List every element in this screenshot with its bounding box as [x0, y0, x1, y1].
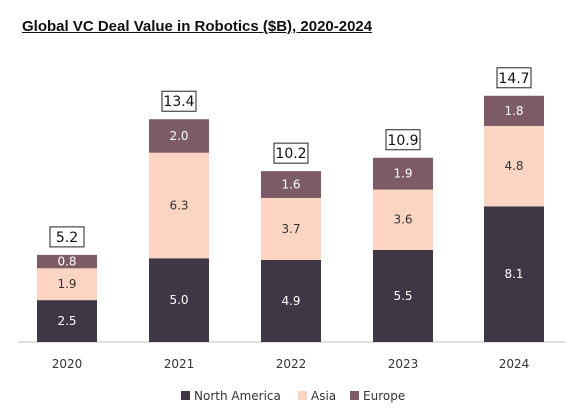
x-tick-label-2023: 2023	[388, 357, 419, 371]
bar-segment-asia-2021	[149, 152, 209, 259]
bar-segment-europe-2022	[261, 171, 321, 198]
data-label-north-america-2020: 2.5	[57, 314, 76, 328]
total-label-2020: 5.2	[56, 230, 78, 246]
legend-swatch-europe	[350, 391, 359, 400]
total-label-2022: 10.2	[275, 146, 306, 162]
bar-segment-north-america-2022	[261, 259, 321, 342]
x-tick-label-2022: 2022	[276, 357, 307, 371]
legend-swatch-north-america	[181, 391, 190, 400]
total-box-2021	[161, 90, 197, 112]
bar-segment-north-america-2024	[484, 206, 544, 342]
data-label-europe-2020: 0.8	[57, 255, 76, 269]
data-label-asia-2023: 3.6	[393, 213, 412, 227]
bar-segment-asia-2024	[484, 125, 544, 207]
data-label-asia-2022: 3.7	[281, 222, 300, 236]
total-label-2021: 13.4	[163, 94, 194, 110]
total-box-2023	[385, 129, 421, 151]
data-label-europe-2022: 1.6	[281, 178, 300, 192]
legend-swatch-asia	[298, 391, 307, 400]
bar-segment-asia-2022	[261, 197, 321, 260]
total-label-2023: 10.9	[387, 133, 418, 149]
data-label-north-america-2022: 4.9	[281, 294, 300, 308]
bar-segment-europe-2024	[484, 95, 544, 126]
x-tick-label-2020: 2020	[52, 357, 83, 371]
data-label-europe-2023: 1.9	[393, 167, 412, 181]
x-tick-label-2024: 2024	[499, 357, 530, 371]
total-box-2020	[49, 226, 85, 248]
bar-segment-north-america-2021	[149, 258, 209, 342]
legend-label-asia: Asia	[311, 389, 336, 403]
total-box-2024	[496, 67, 532, 89]
data-label-asia-2020: 1.9	[57, 277, 76, 291]
legend-label-europe: Europe	[363, 389, 405, 403]
bar-segment-north-america-2023	[373, 249, 433, 342]
bar-segment-north-america-2020	[37, 300, 97, 342]
bar-segment-europe-2023	[373, 157, 433, 190]
data-label-europe-2024: 1.8	[504, 104, 523, 118]
data-label-asia-2024: 4.8	[504, 159, 523, 173]
data-label-north-america-2023: 5.5	[393, 289, 412, 303]
data-label-asia-2021: 6.3	[169, 198, 188, 212]
total-label-2024: 14.7	[498, 71, 529, 87]
bar-segment-europe-2020	[37, 254, 97, 269]
data-label-north-america-2021: 5.0	[169, 293, 188, 307]
bar-segment-asia-2020	[37, 268, 97, 301]
bar-segment-asia-2023	[373, 189, 433, 250]
data-label-north-america-2024: 8.1	[504, 267, 523, 281]
bar-segment-europe-2021	[149, 119, 209, 153]
legend-label-north-america: North America	[194, 389, 281, 403]
chart-title: Global VC Deal Value in Robotics ($B), 2…	[22, 18, 373, 35]
x-tick-label-2021: 2021	[164, 357, 195, 371]
total-box-2022	[273, 142, 309, 164]
data-label-europe-2021: 2.0	[169, 129, 188, 143]
